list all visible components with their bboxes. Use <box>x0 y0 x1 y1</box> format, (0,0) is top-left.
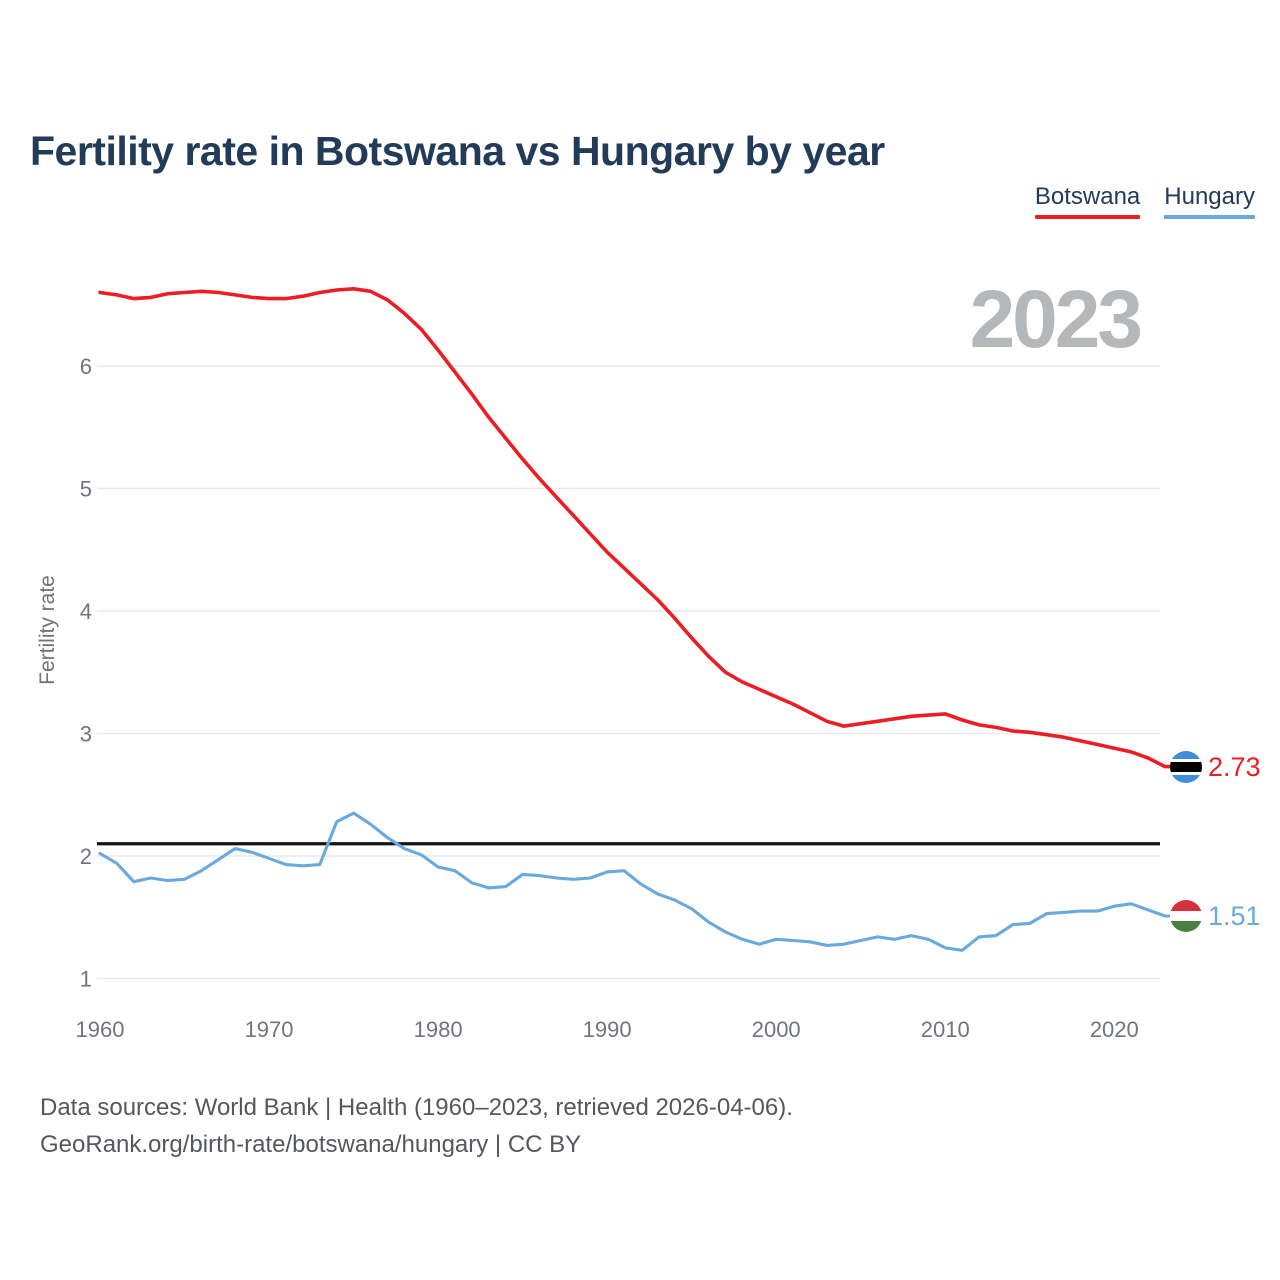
x-tick-label-2010: 2010 <box>921 1017 970 1042</box>
footer-attribution-line: GeoRank.org/birth-rate/botswana/hungary … <box>40 1131 582 1158</box>
botswana-flag-icon <box>1170 751 1202 783</box>
legend-item-botswana[interactable]: Botswana <box>1034 183 1141 219</box>
flag-black-band <box>1170 762 1202 772</box>
legend-item-hungary[interactable]: Hungary <box>1164 183 1255 219</box>
x-tick-label-1970: 1970 <box>245 1017 294 1042</box>
x-tick-label-2000: 2000 <box>752 1017 801 1042</box>
y-tick-label-2: 2 <box>80 844 92 869</box>
y-tick-label-6: 6 <box>80 354 92 379</box>
footer: Data sources: World Bank | Health (1960–… <box>40 1089 793 1163</box>
y-tick-label-5: 5 <box>80 477 92 502</box>
x-tick-label-1990: 1990 <box>583 1017 632 1042</box>
watermark-year: 2023 <box>970 274 1141 365</box>
flag-white-band <box>1170 911 1202 921</box>
legend-swatch-botswana <box>1034 215 1141 219</box>
y-axis-title: Fertility rate <box>36 575 59 685</box>
series-line-botswana[interactable] <box>98 286 1173 769</box>
y-tick-label-3: 3 <box>80 722 92 747</box>
footer-sources-line: Data sources: World Bank | Health (1960–… <box>40 1094 793 1121</box>
legend-label-botswana: Botswana <box>1034 183 1141 210</box>
flag-red-band <box>1170 900 1202 911</box>
legend-swatch-hungary <box>1164 215 1255 219</box>
grid-layer: 1 2 3 4 5 6 1960 1970 1980 1990 2000 2010 2020 <box>76 354 1160 1042</box>
page-title: Fertility rate in Botswana vs Hungary by… <box>30 128 885 175</box>
flag-green-band <box>1170 921 1202 932</box>
x-tick-label-2020: 2020 <box>1090 1017 1139 1042</box>
y-tick-label-4: 4 <box>80 599 92 624</box>
end-label-botswana: 2.73 <box>1208 752 1261 782</box>
end-label-hungary: 1.51 <box>1208 901 1261 931</box>
legend: Botswana Hungary <box>1034 183 1255 219</box>
hungary-flag-icon <box>1170 900 1202 932</box>
x-tick-label-1960: 1960 <box>76 1017 125 1042</box>
series-line-hungary[interactable] <box>98 811 1173 952</box>
y-tick-label-1: 1 <box>80 967 92 992</box>
legend-label-hungary: Hungary <box>1164 183 1255 210</box>
series-layer <box>98 286 1173 952</box>
x-tick-label-1980: 1980 <box>414 1017 463 1042</box>
